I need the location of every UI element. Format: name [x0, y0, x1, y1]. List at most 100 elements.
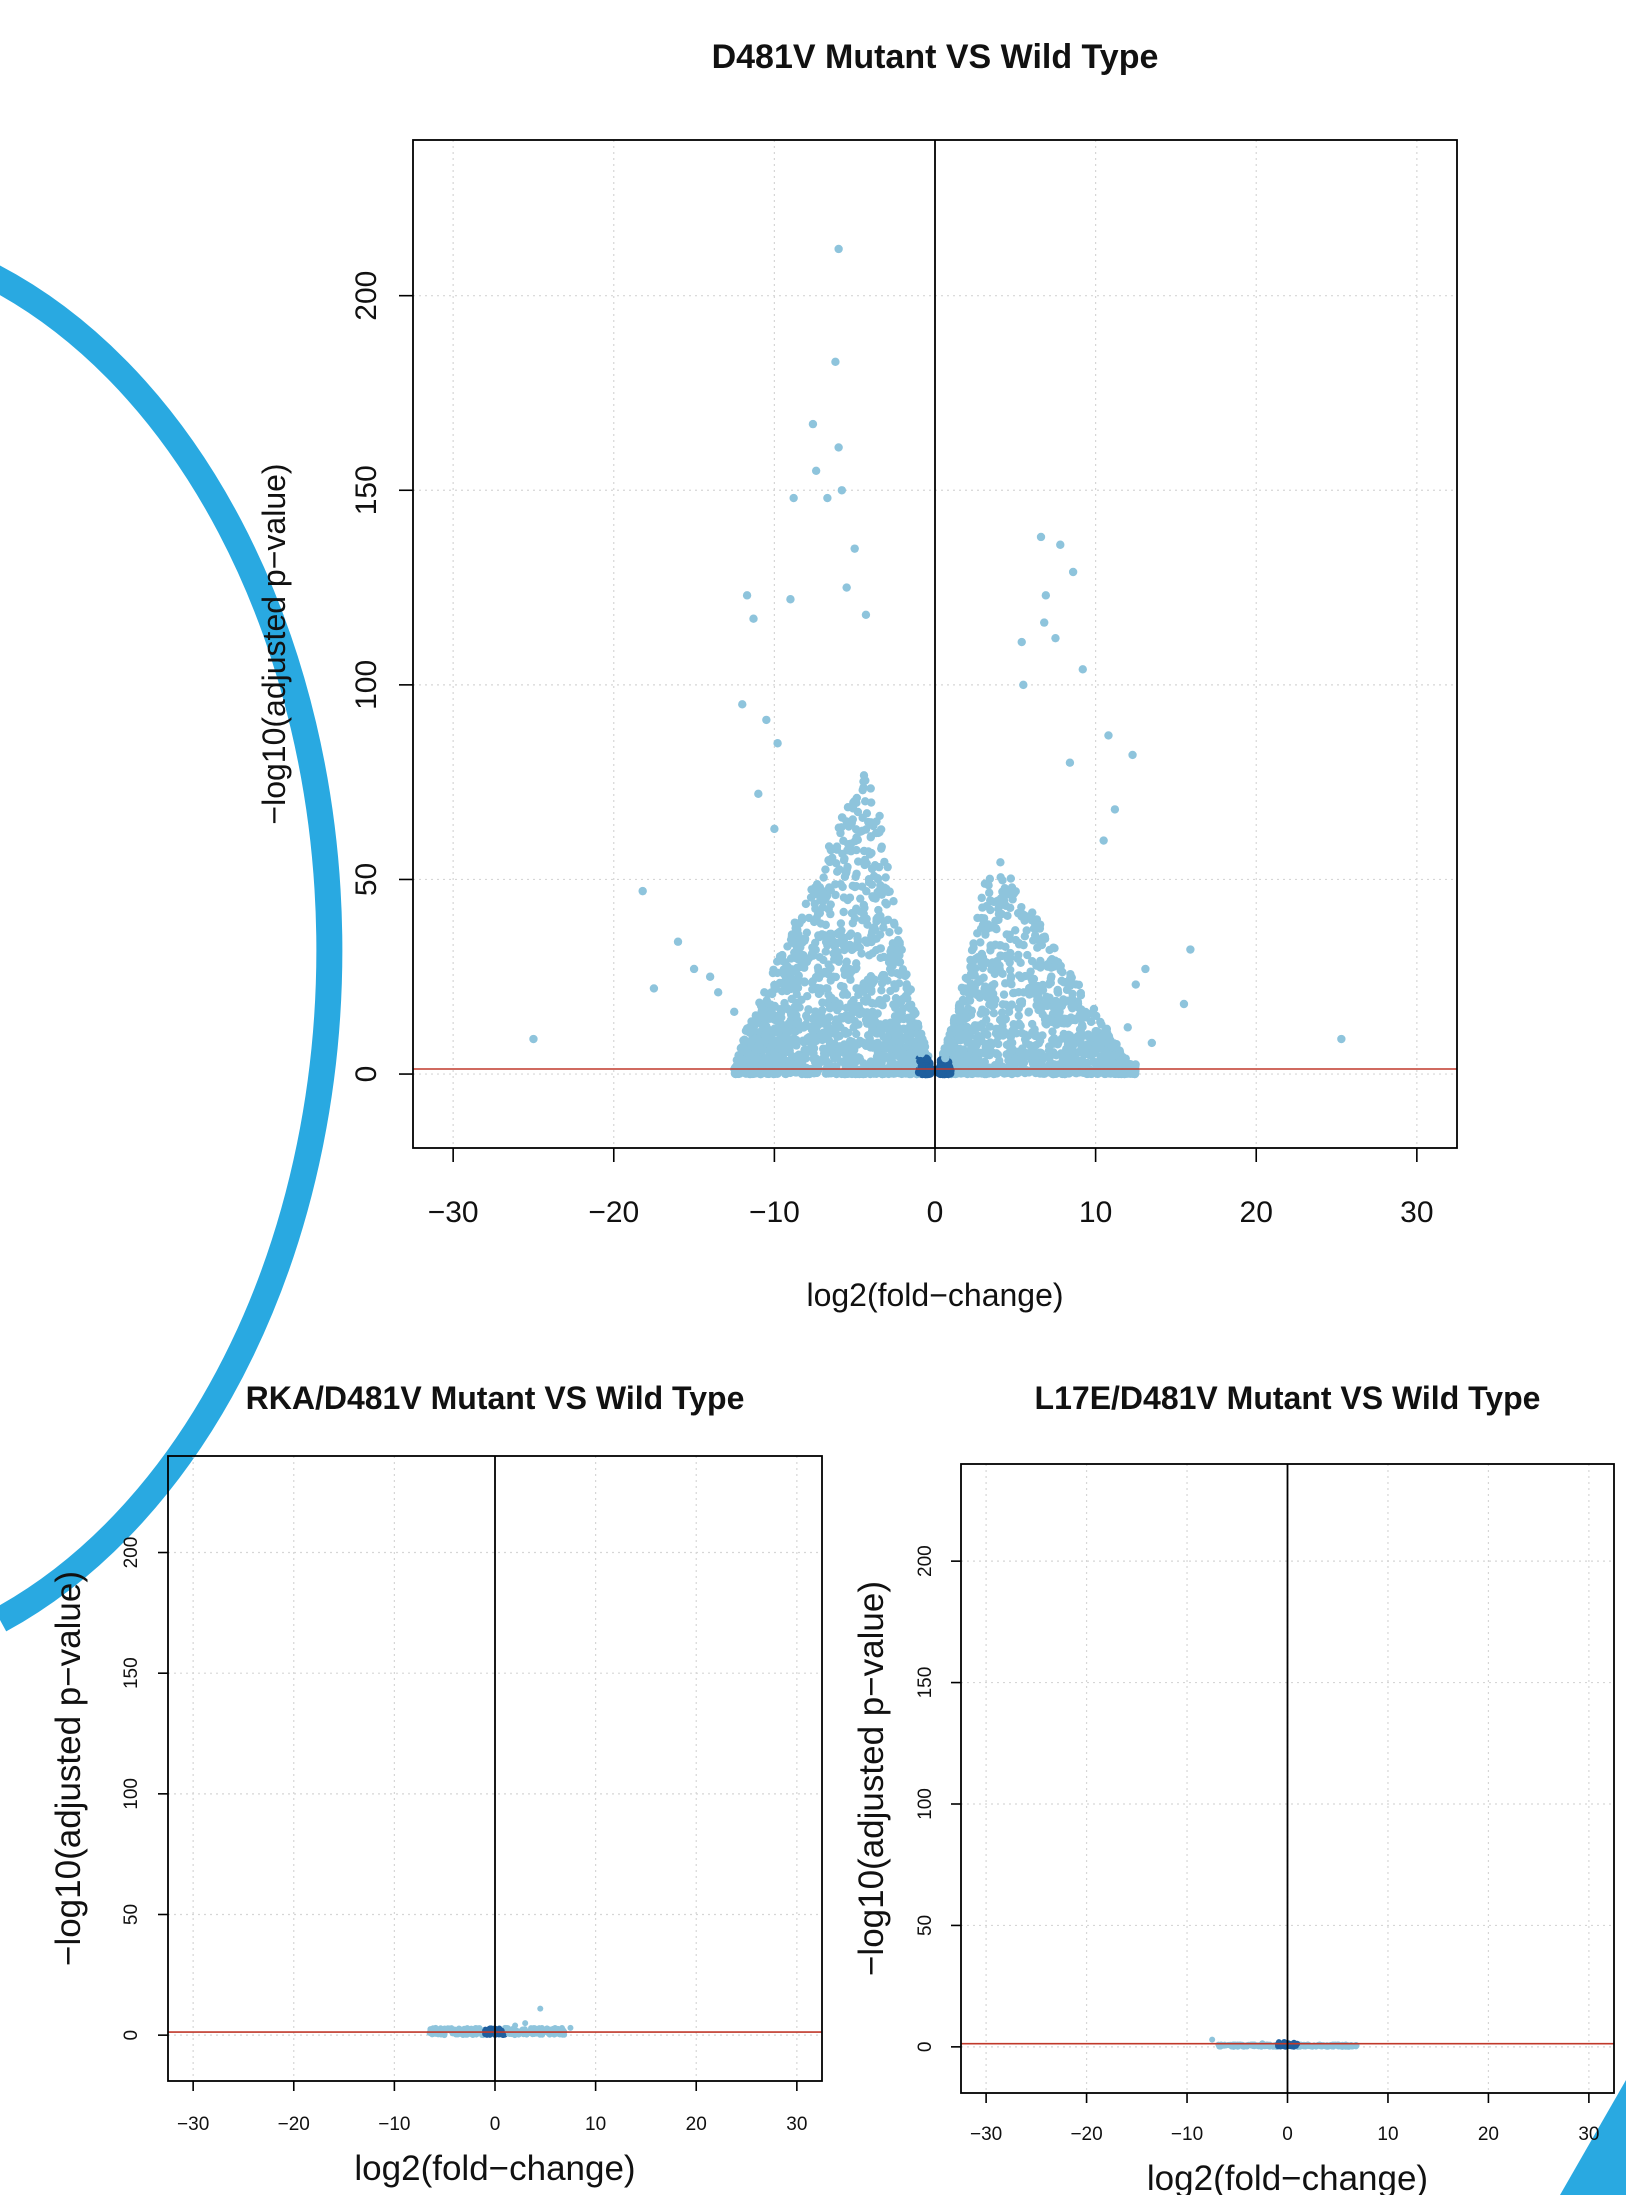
data-point: [1053, 987, 1062, 996]
data-point: [1083, 1041, 1092, 1050]
data-point: [1123, 1023, 1132, 1032]
data-point: [1084, 1067, 1094, 1077]
data-point: [859, 914, 869, 923]
data-point: [836, 919, 846, 928]
data-point: [957, 983, 967, 993]
data-point: [834, 244, 843, 254]
data-point: [1337, 1034, 1346, 1044]
data-point: [892, 945, 902, 955]
data-point: [875, 944, 885, 953]
data-point: [1038, 980, 1047, 990]
data-point: [1076, 1026, 1085, 1036]
data-point: [997, 1008, 1007, 1017]
data-point: [834, 957, 844, 966]
data-point: [845, 940, 855, 950]
data-point: [877, 1058, 886, 1068]
data-point: [1023, 950, 1032, 960]
data-point: [742, 591, 752, 600]
data-point: [1078, 665, 1087, 674]
data-point: [844, 1015, 853, 1025]
data-point: [899, 1014, 908, 1024]
data-point: [784, 1019, 793, 1028]
data-point: [1068, 989, 1077, 999]
data-point: [823, 1048, 833, 1057]
x-tick-label: −10: [749, 1196, 800, 1229]
chart-title: D481V Mutant VS Wild Type: [712, 38, 1159, 76]
data-point: [839, 982, 848, 991]
data-point: [1030, 983, 1039, 992]
data-point: [1014, 950, 1023, 960]
x-tick-label: −30: [177, 2114, 209, 2135]
data-point: [874, 1049, 883, 1058]
data-point: [884, 1026, 894, 1035]
data-point: [945, 1030, 954, 1039]
y-tick-label: 200: [121, 1537, 142, 1569]
data-point: [848, 815, 857, 824]
data-point: [868, 892, 877, 901]
data-point: [1028, 908, 1037, 917]
data-point: [786, 595, 795, 604]
data-point: [813, 963, 823, 972]
data-point: [1056, 966, 1065, 975]
data-point: [1050, 943, 1059, 953]
data-point: [858, 826, 867, 836]
data-point: [803, 1013, 812, 1023]
data-point: [468, 2025, 475, 2032]
data-point: [961, 1012, 971, 1021]
data-point: [902, 981, 912, 991]
data-point: [854, 1020, 863, 1029]
data-point: [734, 1069, 743, 1078]
data-point: [894, 926, 903, 935]
data-point: [949, 1023, 959, 1032]
data-point: [918, 1035, 927, 1045]
data-point: [1027, 916, 1036, 925]
data-point: [567, 2024, 574, 2031]
data-point: [775, 1039, 785, 1048]
data-point: [739, 1045, 749, 1054]
data-point: [1099, 836, 1108, 845]
data-point: [1186, 945, 1195, 954]
data-point: [1126, 1062, 1135, 1072]
data-point: [840, 872, 850, 881]
data-point: [881, 994, 891, 1003]
data-point: [522, 2020, 529, 2027]
data-point: [890, 920, 899, 929]
data-point: [760, 1030, 770, 1040]
data-point: [538, 2025, 545, 2032]
data-point: [867, 979, 877, 989]
data-point: [773, 739, 782, 748]
data-point: [826, 976, 835, 985]
data-point: [794, 1051, 803, 1060]
data-point: [851, 1029, 861, 1039]
data-point: [794, 1058, 804, 1068]
data-point: [851, 872, 860, 882]
data-point: [976, 1009, 985, 1018]
data-point: [1128, 750, 1137, 760]
data-point: [1017, 902, 1026, 912]
data-point: [810, 1058, 820, 1067]
data-point: [801, 1020, 811, 1029]
data-point: [770, 824, 779, 834]
data-point: [842, 583, 851, 592]
y-tick-label: 50: [121, 1904, 142, 1925]
data-point: [1006, 974, 1016, 983]
data-point: [990, 969, 1000, 979]
data-point: [889, 1000, 898, 1009]
x-tick-label: 0: [490, 2114, 501, 2135]
data-point: [752, 1034, 762, 1043]
data-point: [1011, 1068, 1020, 1077]
data-point: [1059, 978, 1068, 987]
y-axis-label: −log10(adjusted p−value): [852, 1581, 891, 1976]
data-point: [941, 1053, 950, 1063]
data-point: [785, 1040, 794, 1049]
data-point: [998, 1031, 1008, 1040]
data-point: [1006, 903, 1015, 913]
x-tick-label: −10: [378, 2114, 410, 2135]
data-point: [861, 610, 871, 620]
data-point: [915, 1042, 925, 1051]
data-point: [1017, 973, 1026, 983]
data-point: [730, 1007, 739, 1016]
data-point: [754, 789, 763, 799]
data-point: [519, 2026, 526, 2033]
